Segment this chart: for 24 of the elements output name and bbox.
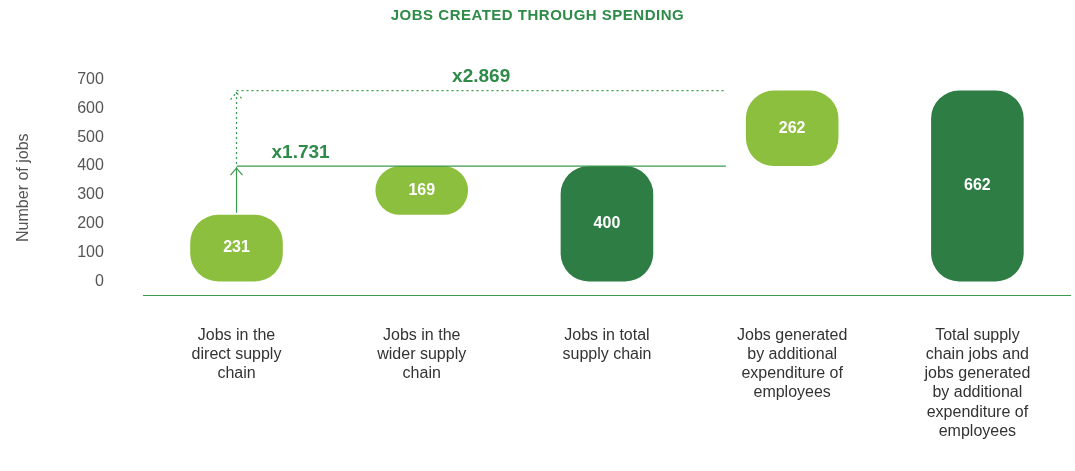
data-label: 662 [964,176,991,194]
ref-line-label: x2.869 [452,65,511,87]
y-tick-label: 500 [77,127,104,145]
y-tick-label: 600 [77,98,104,116]
y-tick-label: 300 [77,185,104,203]
y-tick-label: 400 [77,156,104,174]
y-tick-label: 200 [77,214,104,232]
y-tick-label: 700 [77,70,104,88]
x-tick-label: Jobs in the direct supply chain [191,325,282,382]
chart-title: JOBS CREATED THROUGH SPENDING [389,6,686,23]
bar [560,166,654,282]
data-label: 262 [778,118,806,136]
y-axis-title: Number of jobs [14,133,32,242]
data-label: 400 [593,214,621,232]
y-tick-label: 100 [77,242,104,260]
x-tick-label: Jobs in total supply chain [562,325,652,363]
x-tick-label: Total supply chain jobs and jobs generated by additional expenditure of employees [923,325,1031,439]
y-tick-label: 0 [94,271,104,289]
data-label: 231 [223,238,250,256]
x-tick-label: Jobs in the wider supply chain [376,325,467,382]
bar [931,90,1024,282]
ref-line-label: x1.731 [271,140,331,162]
x-tick-label: Jobs generated by additional expenditure of employees [737,325,848,401]
data-label: 169 [408,180,436,198]
